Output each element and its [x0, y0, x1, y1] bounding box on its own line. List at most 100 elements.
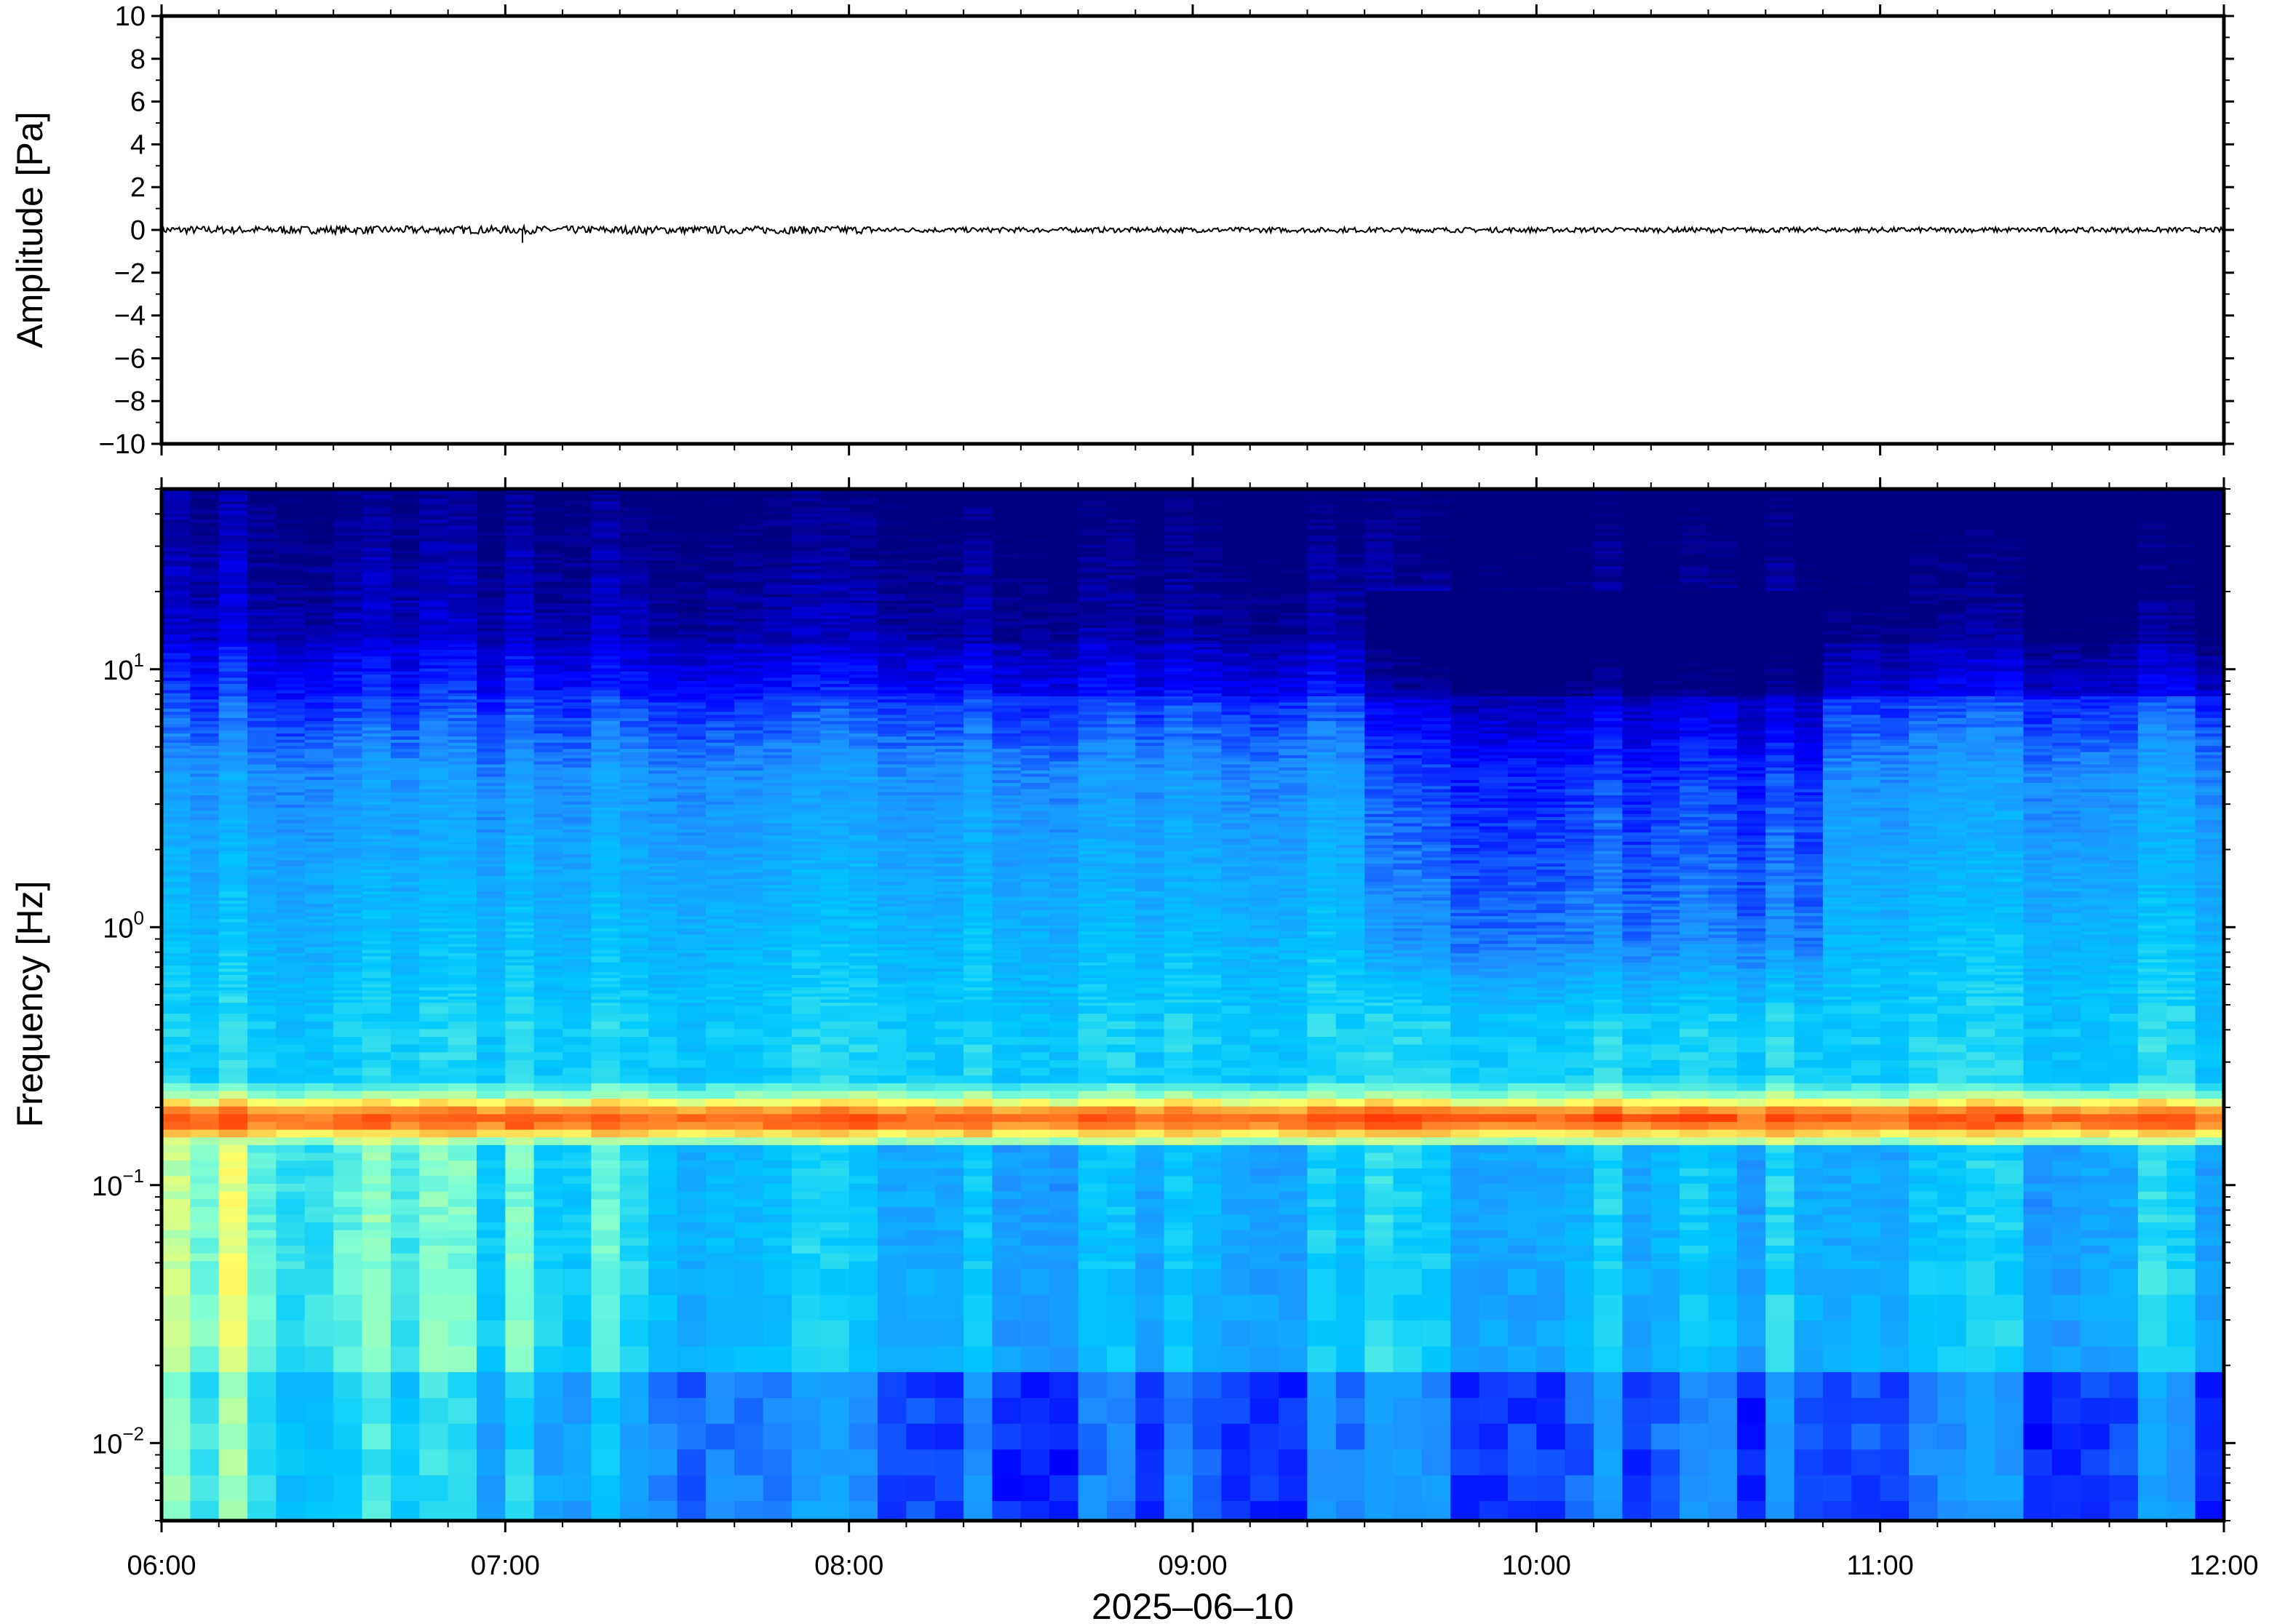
spectrogram-cell	[162, 879, 191, 883]
spectrogram-cell	[276, 795, 306, 799]
spectrogram-cell	[477, 1372, 506, 1398]
spectrogram-cell	[419, 764, 449, 768]
spectrogram-cell	[190, 922, 220, 926]
spectrogram-cell	[533, 628, 564, 632]
spectrogram-cell	[648, 1075, 678, 1084]
spectrogram-cell	[162, 875, 191, 880]
spectrogram-cell	[162, 773, 191, 778]
spectrogram-cell	[247, 1052, 277, 1061]
spectrogram-cell	[276, 581, 306, 586]
spectrogram-cell	[477, 1206, 506, 1216]
spectrogram-cell	[477, 576, 506, 579]
spectrogram-cell	[390, 1238, 421, 1246]
spectrogram-cell	[247, 696, 277, 700]
spectrogram-cell	[563, 1099, 592, 1107]
spectrogram-cell	[390, 591, 421, 595]
spectrogram-cell	[648, 712, 678, 716]
spectrogram-cell	[304, 1294, 335, 1321]
spectrogram-cell	[477, 941, 506, 944]
spectrogram-cell	[247, 687, 277, 691]
spectrogram-cell	[276, 1029, 306, 1038]
spectrogram-cell	[419, 653, 449, 657]
spectrogram-cell	[448, 1320, 477, 1347]
spectrogram-cell	[734, 795, 764, 799]
spectrogram-cell	[333, 801, 363, 805]
spectrogram-cell	[533, 581, 564, 586]
spectrogram-cell	[705, 576, 736, 579]
spectrogram-cell	[619, 1014, 650, 1022]
spectrogram-cell	[333, 1006, 363, 1014]
spectrogram-cell	[677, 1099, 707, 1107]
spectrogram-cell	[619, 823, 650, 827]
spectrogram-cell	[563, 1238, 592, 1246]
spectrogram-cell	[304, 912, 335, 917]
spectrogram-cell	[477, 746, 506, 749]
spectrogram-cell	[734, 959, 764, 963]
spectrogram-cell	[247, 838, 277, 843]
spectrogram-cell	[677, 674, 707, 679]
spectrogram-cell	[162, 1168, 191, 1177]
spectrogram-cell	[619, 532, 650, 536]
spectrogram-cell	[190, 1269, 220, 1296]
spectrogram-cell	[448, 1206, 477, 1216]
spectrogram-cell	[591, 1294, 621, 1321]
spectrogram-cell	[763, 996, 792, 1000]
spectrogram-cell	[677, 882, 707, 886]
spectrogram-cell	[304, 758, 335, 762]
spectrogram-cell	[648, 863, 678, 867]
spectrogram-cell	[333, 674, 363, 679]
spectrogram-cell	[333, 526, 363, 530]
spectrogram-cell	[448, 941, 477, 944]
spectrogram-cell	[333, 863, 363, 867]
spectrogram-cell	[533, 974, 564, 979]
spectrogram-cell	[648, 1238, 678, 1246]
spectrogram-cell	[247, 875, 277, 880]
spectrogram-cell	[591, 1320, 621, 1347]
spectrogram-cell	[591, 1052, 621, 1061]
spectrogram-cell	[390, 941, 421, 944]
spectrogram-cell	[533, 613, 564, 617]
spectrogram-cell	[477, 504, 506, 509]
spectrogram-cell	[619, 789, 650, 793]
spectrogram-cell	[218, 767, 249, 771]
spectrogram-cell	[648, 1006, 678, 1014]
spectrogram-cell	[591, 616, 621, 620]
spectrogram-cell	[247, 727, 277, 731]
spectrogram-cell	[705, 647, 736, 650]
spectrogram-cell	[763, 749, 792, 753]
spectrogram-cell	[533, 1059, 564, 1069]
spectrogram-cell	[162, 1199, 191, 1208]
spectrogram-cell	[448, 674, 477, 679]
spectrogram-cell	[247, 832, 277, 837]
spectrogram-cell	[304, 520, 335, 524]
spectrogram-cell	[591, 872, 621, 877]
spectrogram-cell	[218, 1238, 249, 1246]
spectrogram-cell	[419, 498, 449, 502]
spectrogram-cell	[304, 733, 335, 737]
spectrogram-cell	[218, 1099, 249, 1107]
spectrogram-cell	[333, 712, 363, 716]
spectrogram-cell	[276, 1230, 306, 1238]
spectrogram-cell	[477, 863, 506, 867]
spectrogram-cell	[533, 879, 564, 883]
spectrogram-cell	[705, 557, 736, 561]
spectrogram-cell	[218, 1106, 249, 1115]
spectrogram-cell	[533, 813, 564, 818]
spectrogram-cell	[390, 953, 421, 957]
spectrogram-cell	[505, 495, 535, 499]
spectrogram-cell	[477, 1449, 506, 1476]
spectrogram-cell	[477, 875, 506, 880]
spectrogram-cell	[390, 916, 421, 920]
spectrogram-cell	[333, 804, 363, 808]
spectrogram-cell	[218, 687, 249, 691]
spectrogram-cell	[591, 1106, 621, 1115]
spectrogram-cell	[619, 1222, 650, 1231]
spectrogram-cell	[218, 761, 249, 765]
spectrogram-cell	[591, 687, 621, 691]
spectrogram-cell	[619, 795, 650, 799]
spectrogram-cell	[190, 1091, 220, 1099]
spectrogram-cell	[563, 495, 592, 499]
spectrogram-cell	[533, 804, 564, 808]
spectrogram-cell	[333, 739, 363, 744]
spectrogram-cell	[763, 1176, 792, 1185]
